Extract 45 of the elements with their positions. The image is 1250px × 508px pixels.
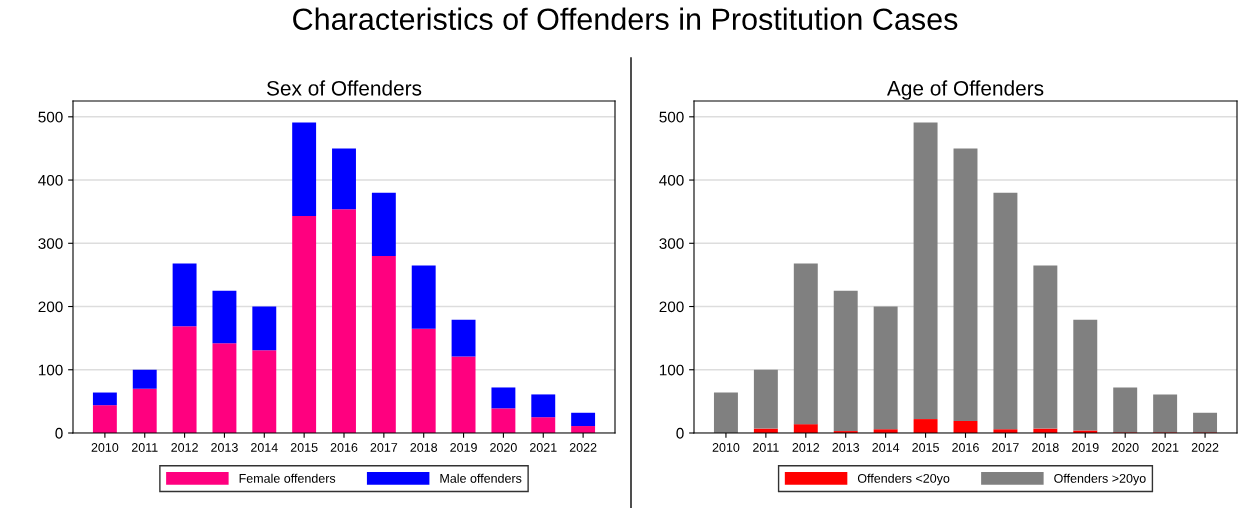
x-tick-label: 2017 bbox=[370, 443, 398, 452]
y-tick-label: 500 bbox=[659, 111, 684, 123]
legend-label: Male offenders bbox=[440, 473, 522, 483]
y-tick-label: 400 bbox=[659, 174, 684, 186]
x-tick-label: 2012 bbox=[792, 443, 820, 452]
x-tick-label: 2011 bbox=[753, 443, 779, 452]
x-tick-label: 2019 bbox=[1072, 443, 1099, 452]
x-tick-label: 2015 bbox=[290, 443, 318, 452]
x-tick-label: 2016 bbox=[952, 443, 979, 452]
x-tick-label: 2012 bbox=[171, 443, 198, 452]
x-tick-label: 2018 bbox=[1032, 443, 1059, 452]
x-tick-label: 2017 bbox=[992, 443, 1019, 452]
text: Characteristics of Offenders in Prostitution Cases bbox=[293, 7, 958, 31]
y-tick-label: 200 bbox=[38, 301, 63, 313]
x-tick-label: 2013 bbox=[832, 443, 860, 452]
chart-title: Age of Offenders bbox=[886, 80, 1044, 100]
legend-label: Offenders >20yo bbox=[1054, 473, 1146, 486]
x-tick-label: 2019 bbox=[450, 443, 477, 452]
x-tick-label: 2022 bbox=[1191, 443, 1219, 452]
legend-label: Offenders <20yo bbox=[857, 473, 950, 486]
y-tick-label: 100 bbox=[659, 364, 684, 376]
y-tick-label: 500 bbox=[38, 111, 63, 123]
y-tick-label: 0 bbox=[676, 427, 684, 439]
x-tick-label: 2016 bbox=[330, 443, 358, 452]
x-tick-label: 2010 bbox=[91, 443, 119, 452]
x-tick-label: 2010 bbox=[712, 443, 740, 452]
y-tick-label: 100 bbox=[38, 364, 63, 376]
x-tick-label: 2022 bbox=[569, 443, 597, 452]
y-tick-label: 0 bbox=[55, 427, 63, 439]
x-tick-label: 2021 bbox=[529, 443, 557, 452]
x-tick-label: 2015 bbox=[912, 443, 939, 452]
x-tick-label: 2014 bbox=[251, 443, 278, 452]
chart-title: Sex of Offenders bbox=[266, 80, 422, 96]
x-tick-label: 2014 bbox=[872, 443, 900, 452]
y-tick-label: 200 bbox=[659, 301, 684, 313]
y-tick-label: 300 bbox=[38, 238, 63, 249]
x-tick-label: 2013 bbox=[211, 443, 238, 452]
x-tick-label: 2020 bbox=[490, 443, 517, 452]
x-tick-label: 2021 bbox=[1151, 443, 1179, 452]
legend-label: Female offenders bbox=[239, 473, 336, 483]
x-tick-label: 2020 bbox=[1111, 443, 1139, 452]
x-tick-label: 2011 bbox=[131, 443, 158, 452]
x-tick-label: 2018 bbox=[410, 443, 438, 452]
y-tick-label: 300 bbox=[659, 238, 684, 249]
y-tick-label: 400 bbox=[38, 174, 63, 186]
